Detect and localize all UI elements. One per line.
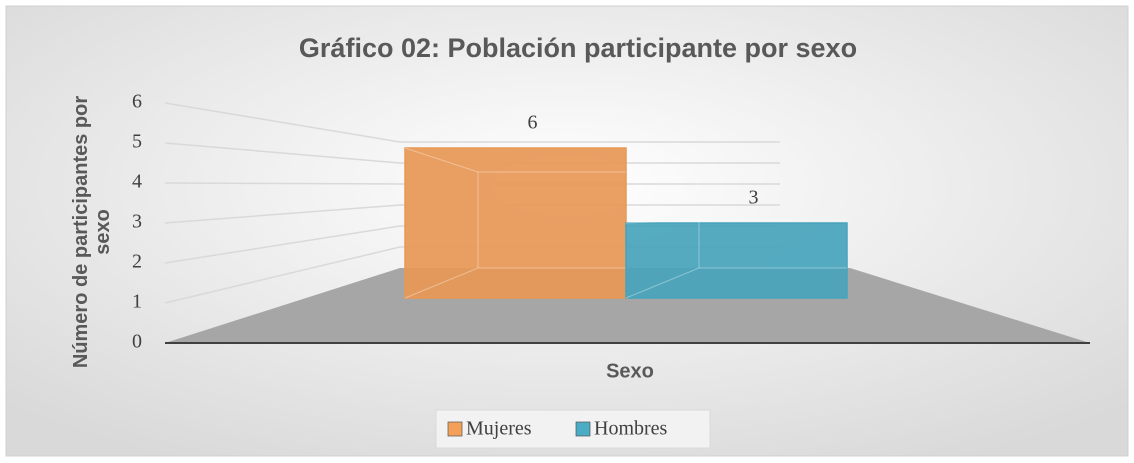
bar	[625, 222, 848, 299]
legend-label: Mujeres	[466, 418, 532, 440]
grid-line	[164, 204, 780, 224]
bar-edge	[625, 267, 847, 299]
chart-title: Gráfico 02: Población participante por s…	[299, 33, 857, 63]
grid-line	[164, 102, 780, 143]
x-axis-title: Sexo	[606, 360, 654, 382]
data-label: 6	[528, 112, 538, 134]
grid-line	[164, 142, 780, 164]
bar-edge	[625, 219, 847, 224]
data-label: 3	[749, 187, 759, 209]
legend-swatch	[447, 421, 463, 437]
y-tick-label: 5	[132, 131, 142, 153]
y-tick-label: 3	[132, 211, 142, 233]
y-tick-label: 1	[132, 291, 142, 313]
legend-swatch	[575, 421, 591, 437]
floor	[165, 268, 1090, 343]
y-axis-title: Número de participantes por sexo	[70, 95, 114, 369]
y-tick-label: 0	[132, 331, 142, 353]
y-tick-label: 4	[132, 171, 142, 193]
bar-edge	[404, 147, 626, 173]
bar	[404, 147, 627, 299]
y-tick-label: 6	[132, 91, 142, 113]
grid-line	[164, 182, 780, 185]
legend-label: Hombres	[594, 418, 668, 440]
y-tick-label: 2	[132, 251, 142, 273]
bar-edge	[404, 267, 626, 299]
legend-box	[435, 409, 711, 449]
